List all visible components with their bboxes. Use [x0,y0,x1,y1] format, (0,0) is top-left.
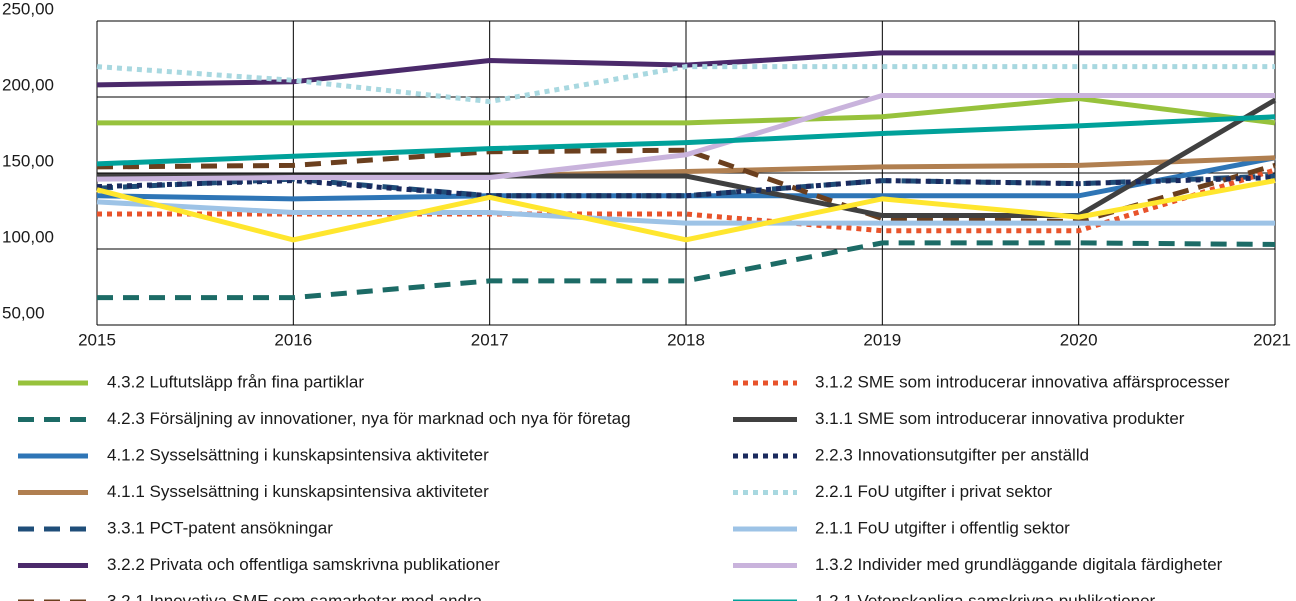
legend-label: 2.2.1 FoU utgifter i privat sektor [815,482,1052,501]
legend-label: 3.3.1 PCT-patent ansökningar [107,518,333,537]
legend-label: 3.1.1 SME som introducerar innovativa pr… [815,409,1185,428]
legend-label: 3.2.2 Privata och offentliga samskrivna … [107,555,500,574]
x-tick-label: 2017 [471,330,509,349]
line-series [96,92,1275,182]
line-series [96,199,1275,226]
line-series [96,175,1276,199]
legend-label: 1.3.2 Individer med grundläggande digita… [815,555,1223,574]
line-series [96,178,1276,243]
line-series [96,114,1276,167]
y-tick-label: 200,00 [2,75,54,94]
line-series [97,167,1276,234]
legend-label: 1.2.1 Vetenskapliga samskrivna publikati… [815,591,1156,601]
x-tick-label: 2019 [863,330,901,349]
x-tick-label: 2021 [1253,330,1291,349]
x-tick-label: 2015 [78,330,116,349]
legend-label: 2.1.1 FoU utgifter i offentlig sektor [815,518,1070,537]
x-tick-label: 2020 [1060,330,1098,349]
line-series [96,64,1275,105]
legend-label: 2.2.3 Innovationsutgifter per anställd [815,445,1089,464]
legend-label: 4.2.3 Försäljning av innovationer, nya f… [107,409,631,428]
x-tick-label: 2018 [667,330,705,349]
x-tick-label: 2016 [274,330,312,349]
y-tick-label: 50,00 [2,303,45,322]
line-series [96,155,1276,202]
legend-label: 3.1.2 SME som introducerar innovativa af… [815,372,1230,391]
y-tick-label: 100,00 [2,227,54,246]
legend-label: 4.3.2 Luftutsläpp från fina partiklar [107,372,364,391]
legend-label: 4.1.1 Sysselsättning i kunskapsintensiva… [107,482,489,501]
y-tick-label: 250,00 [2,0,54,18]
line-series [97,96,1276,126]
y-tick-label: 150,00 [2,151,54,170]
legend-label: 4.1.2 Sysselsättning i kunskapsintensiva… [107,445,489,464]
legend-label: 3.2.1 Innovativa SME som samarbetar med … [107,591,483,601]
line-series [97,240,1276,301]
